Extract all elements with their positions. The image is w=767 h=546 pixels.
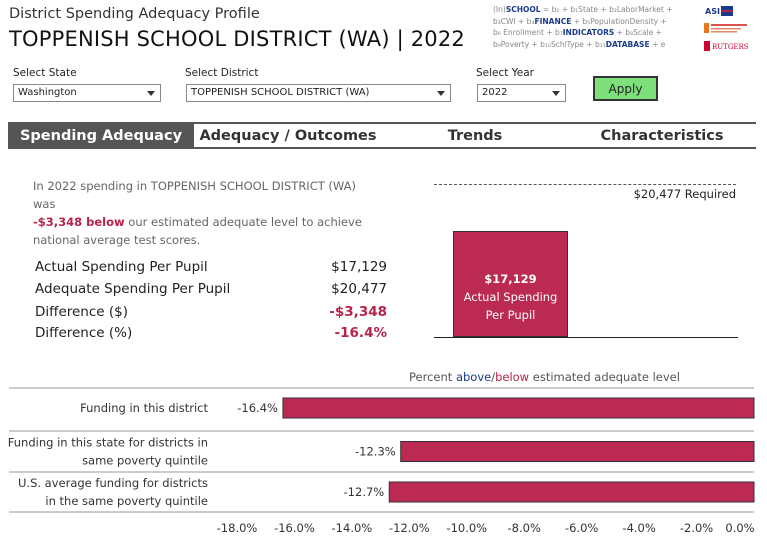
formula-term: SCHOOL bbox=[505, 5, 541, 14]
required-reference-line bbox=[434, 184, 736, 185]
bar-value-label: -12.7% bbox=[344, 485, 385, 499]
tab-bar: Spending Adequacy Adequacy / Outcomes Tr… bbox=[8, 122, 756, 149]
svg-text:RUTGERS: RUTGERS bbox=[712, 43, 749, 51]
stat-label: Difference ($) bbox=[35, 304, 129, 320]
spending-column-chart: $20,477 Required $17,129 Actual Spending… bbox=[430, 180, 740, 342]
summary-part-1: In 2022 spending in TOPPENISH SCHOOL DIS… bbox=[33, 179, 356, 211]
chevron-down-icon bbox=[147, 91, 155, 96]
x-tick-label: -6.0% bbox=[565, 521, 598, 535]
institute-logo-icon bbox=[704, 23, 747, 33]
stat-value: $20,477 bbox=[331, 281, 387, 297]
bar[interactable] bbox=[282, 397, 755, 419]
stat-value: -$3,348 bbox=[329, 304, 387, 320]
chevron-down-icon bbox=[552, 91, 560, 96]
x-tick-label: 0.0% bbox=[725, 521, 754, 535]
bar-row: Funding in this state for districts in sa… bbox=[8, 436, 755, 468]
asi-logo-icon: ASI bbox=[704, 5, 734, 17]
stat-label: Adequate Spending Per Pupil bbox=[35, 281, 231, 297]
rutgers-logo-icon: RUTGERS bbox=[704, 41, 749, 51]
svg-text:ASI: ASI bbox=[705, 7, 720, 16]
column-chart-baseline bbox=[434, 337, 738, 338]
tab-trends[interactable]: Trends bbox=[447, 127, 503, 144]
x-tick-label: -4.0% bbox=[622, 521, 655, 535]
title-part: Percent bbox=[409, 370, 456, 384]
title-above: above bbox=[455, 370, 492, 384]
district-select-value: TOPPENISH SCHOOL DISTRICT (WA) bbox=[191, 87, 370, 98]
formula-term: = b₀ + b₁State + b₂LaborMarket + bbox=[540, 5, 673, 14]
bar[interactable] bbox=[400, 441, 755, 462]
stat-row-difference-percent: Difference (%) -16.4% bbox=[35, 325, 387, 345]
formula-term: + e bbox=[649, 39, 666, 49]
formula-term: + b₈Scale + bbox=[614, 28, 662, 37]
year-select-label: Select Year bbox=[476, 67, 534, 79]
x-tick-label: -12.0% bbox=[389, 521, 430, 535]
formula-term: + b₅PopulationDensity + bbox=[571, 16, 667, 26]
bar-row: U.S. average funding for districts in the… bbox=[18, 476, 755, 508]
bar-row: Funding in this district -16.4% bbox=[80, 397, 755, 419]
state-select-label: Select State bbox=[13, 67, 77, 79]
bar-value-label: -12.3% bbox=[355, 445, 396, 459]
title-below: below bbox=[495, 370, 530, 384]
x-tick-label: -18.0% bbox=[217, 521, 258, 535]
page-subtitle: District Spending Adequacy Profile bbox=[9, 6, 260, 22]
formula-line: (In)SCHOOL = b₀ + b₁State + b₂LaborMarke… bbox=[493, 4, 693, 16]
bar-chart-title: Percent above/below estimated adequate l… bbox=[409, 370, 680, 384]
formula-line: b₆ Enrollment + b₇INDICATORS + b₈Scale + bbox=[493, 27, 693, 39]
bar-category-label: same poverty quintile bbox=[82, 454, 208, 468]
formula-term: DATABASE bbox=[605, 39, 650, 49]
formula-logo: (In)SCHOOL = b₀ + b₁State + b₂LaborMarke… bbox=[493, 4, 693, 50]
required-reference-label: $20,477 Required bbox=[633, 187, 736, 201]
tab-spending-adequacy[interactable]: Spending Adequacy bbox=[8, 124, 194, 147]
x-tick-label: -8.0% bbox=[508, 521, 541, 535]
stat-value: -16.4% bbox=[334, 325, 387, 341]
x-tick-label: -16.0% bbox=[274, 521, 315, 535]
formula-term: INDICATORS bbox=[562, 28, 615, 37]
summary-part-2: our estimated adequate level to achieve … bbox=[33, 215, 362, 247]
x-tick-label: -14.0% bbox=[332, 521, 373, 535]
tab-characteristics[interactable]: Characteristics bbox=[600, 127, 724, 144]
stat-row-adequate: Adequate Spending Per Pupil $20,477 bbox=[35, 281, 387, 301]
formula-term: b₆ Enrollment + b₇ bbox=[493, 28, 563, 37]
state-select[interactable]: Washington bbox=[13, 84, 161, 102]
formula-term: (In) bbox=[493, 5, 506, 14]
stat-label: Actual Spending Per Pupil bbox=[35, 259, 208, 275]
formula-term: b₉Poverty + b₁₀SchlType + b₁₁ bbox=[493, 39, 606, 49]
tab-adequacy-outcomes[interactable]: Adequacy / Outcomes bbox=[199, 127, 377, 144]
summary-highlight: -$3,348 below bbox=[33, 215, 125, 229]
stat-row-actual: Actual Spending Per Pupil $17,129 bbox=[35, 259, 387, 279]
formula-term: b₃CWI + b₄ bbox=[493, 16, 535, 26]
page-title: TOPPENISH SCHOOL DISTRICT (WA) | 2022 bbox=[9, 27, 465, 51]
bar-category-label: U.S. average funding for districts bbox=[18, 476, 208, 490]
apply-button[interactable]: Apply bbox=[593, 76, 658, 101]
stat-value: $17,129 bbox=[331, 259, 387, 275]
chevron-down-icon bbox=[437, 91, 445, 96]
bar-category-label: in the same poverty quintile bbox=[45, 494, 208, 508]
district-select-label: Select District bbox=[185, 67, 259, 79]
x-tick-label: -10.0% bbox=[446, 521, 487, 535]
state-select-value: Washington bbox=[18, 87, 77, 98]
formula-line: b₉Poverty + b₁₀SchlType + b₁₁DATABASE + … bbox=[493, 39, 693, 51]
bar-category-label: Funding in this state for districts in bbox=[8, 436, 208, 450]
stat-label: Difference (%) bbox=[35, 325, 133, 341]
adequacy-bar-chart: Funding in this district -16.4%Funding in… bbox=[8, 387, 755, 535]
year-select-value: 2022 bbox=[482, 87, 508, 98]
district-select[interactable]: TOPPENISH SCHOOL DISTRICT (WA) bbox=[186, 84, 451, 102]
stat-row-difference-dollars: Difference ($) -$3,348 bbox=[35, 304, 387, 324]
actual-spending-bar[interactable]: $17,129 Actual Spending Per Pupil bbox=[453, 230, 568, 337]
title-part: / bbox=[491, 370, 496, 384]
formula-line: b₃CWI + b₄FINANCE + b₅PopulationDensity … bbox=[493, 16, 693, 28]
actual-bar-value-label: $17,129 bbox=[484, 271, 537, 286]
bar-value-label: -16.4% bbox=[237, 401, 278, 415]
x-tick-label: -2.0% bbox=[680, 521, 713, 535]
bar-category-label: Funding in this district bbox=[80, 401, 208, 415]
title-part: estimated adequate level bbox=[529, 370, 680, 384]
bar[interactable] bbox=[388, 481, 755, 503]
actual-bar-text: Actual Spending Per Pupil bbox=[463, 289, 558, 322]
year-select[interactable]: 2022 bbox=[477, 84, 566, 102]
summary-text: In 2022 spending in TOPPENISH SCHOOL DIS… bbox=[33, 177, 378, 249]
formula-term: FINANCE bbox=[534, 16, 572, 26]
